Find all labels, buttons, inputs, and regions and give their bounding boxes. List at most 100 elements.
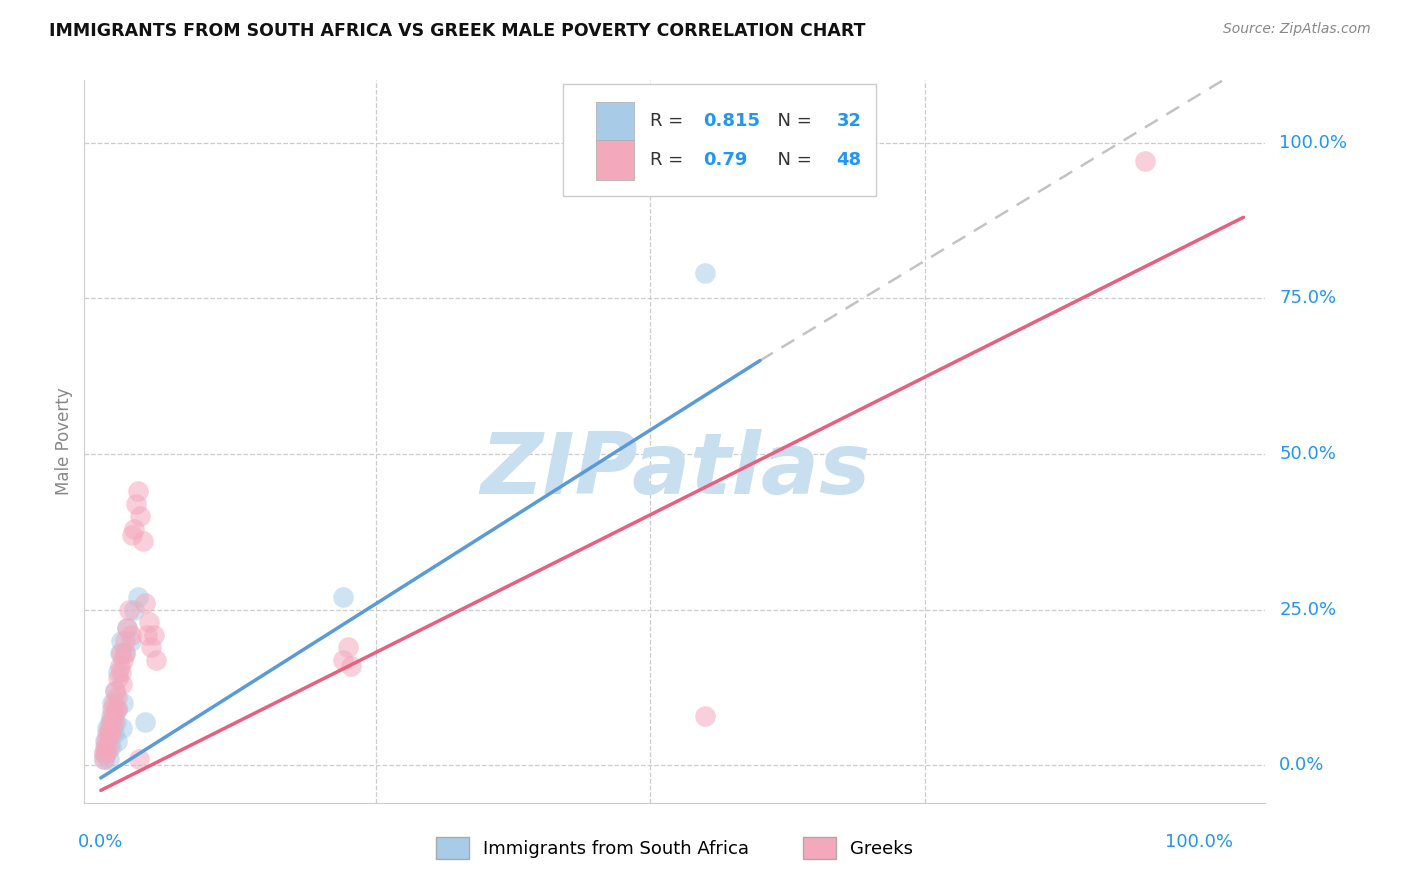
Point [125,497,148,511]
Point [93,746,115,760]
Text: R =: R = [650,112,689,130]
Point [134,597,156,611]
Point [108,658,131,673]
Text: 100.0%: 100.0% [1166,833,1233,851]
Point [100,714,122,729]
Text: 0.0%: 0.0% [79,833,124,851]
Text: Source: ZipAtlas.com: Source: ZipAtlas.com [1223,22,1371,37]
Point [134,714,156,729]
Point [105,690,128,704]
Point [105,733,128,747]
Point [103,696,125,710]
Legend: Immigrants from South Africa, Greeks: Immigrants from South Africa, Greeks [429,830,921,866]
Point [98,727,121,741]
Point [332,652,354,666]
Point [111,652,134,666]
Point [111,696,134,710]
Point [121,528,143,542]
Point [103,727,125,741]
Point [104,683,127,698]
Point [93,752,115,766]
Point [138,615,160,630]
Text: 0.815: 0.815 [703,112,761,130]
Point [127,591,149,605]
Point [115,621,138,635]
Point [105,714,128,729]
Point [97,752,120,766]
Point [131,534,153,549]
Text: 25.0%: 25.0% [1279,600,1337,619]
Point [100,727,122,741]
Point [114,646,136,660]
Point [136,627,159,641]
Point [122,522,145,536]
Text: 32: 32 [837,112,862,130]
FancyBboxPatch shape [596,140,634,179]
Point [100,739,122,754]
Point [108,646,131,660]
Text: 0.79: 0.79 [703,151,748,169]
Point [118,603,141,617]
Point [96,746,118,760]
Point [340,658,363,673]
Point [96,746,118,760]
Point [337,640,360,654]
Point [105,702,128,716]
Point [107,665,129,679]
Point [145,652,167,666]
Point [101,702,124,716]
Point [129,509,152,524]
Text: ZIPatlas: ZIPatlas [479,429,870,512]
Point [105,702,128,716]
Point [101,696,124,710]
Point [96,721,118,735]
Point [103,708,125,723]
Text: N =: N = [766,112,817,130]
Point [111,721,134,735]
Point [97,721,120,735]
Text: 0.0%: 0.0% [1279,756,1324,774]
Text: 50.0%: 50.0% [1279,445,1336,463]
Point [96,727,118,741]
Point [114,633,136,648]
Point [114,646,136,660]
Text: N =: N = [766,151,817,169]
Point [101,721,124,735]
Point [96,739,118,754]
Point [93,752,115,766]
Text: 75.0%: 75.0% [1279,289,1337,307]
Point [693,708,716,723]
Point [97,727,120,741]
Point [141,640,163,654]
Point [96,733,118,747]
Point [103,714,125,729]
Point [100,708,122,723]
Point [128,752,150,766]
Y-axis label: Male Poverty: Male Poverty [55,388,73,495]
Point [127,484,149,499]
FancyBboxPatch shape [562,84,876,196]
Point [101,708,124,723]
Point [115,621,138,635]
Text: R =: R = [650,151,689,169]
Text: 48: 48 [837,151,862,169]
Point [120,633,142,648]
Point [110,646,132,660]
Point [332,591,354,605]
Text: IMMIGRANTS FROM SOUTH AFRICA VS GREEK MALE POVERTY CORRELATION CHART: IMMIGRANTS FROM SOUTH AFRICA VS GREEK MA… [49,22,866,40]
Point [120,627,142,641]
Point [94,739,117,754]
Point [104,683,127,698]
Point [97,739,120,754]
Point [122,603,145,617]
Point [1133,154,1156,169]
Point [94,733,117,747]
Point [110,665,132,679]
FancyBboxPatch shape [596,102,634,141]
Point [98,714,121,729]
Point [142,627,165,641]
Point [107,671,129,685]
Point [111,677,134,691]
Text: 100.0%: 100.0% [1279,134,1347,152]
Point [105,702,128,716]
